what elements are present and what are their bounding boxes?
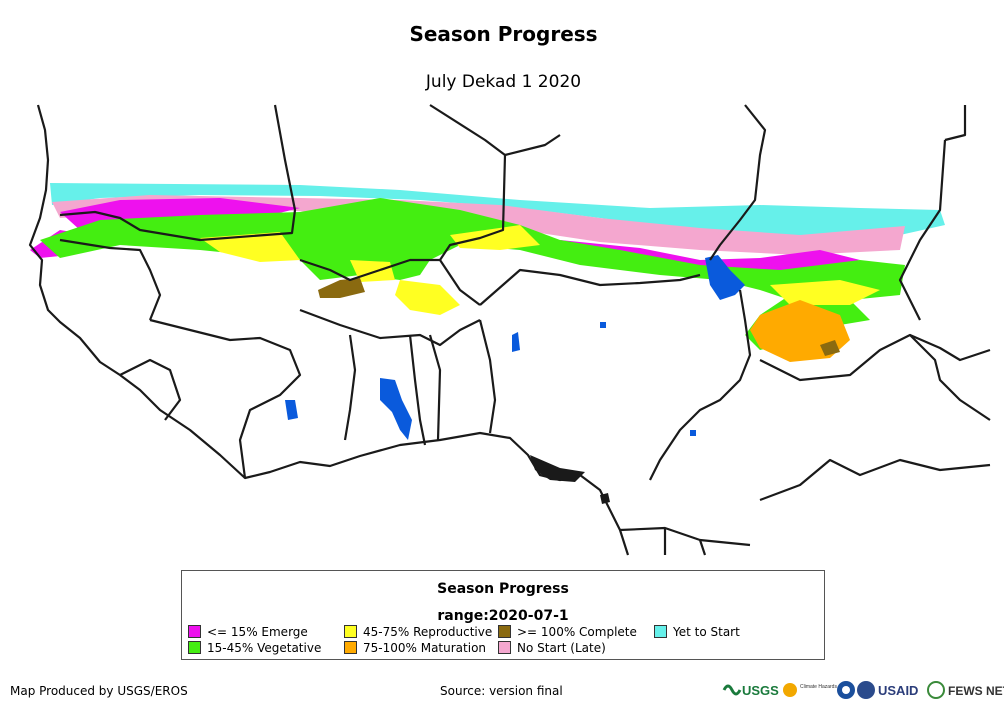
border-mauritania-mali: [59, 104, 297, 242]
produced-by-text: Map Produced by USGS/EROS: [10, 684, 188, 698]
fewsnet-logo-text: FEWS NET: [948, 684, 1004, 698]
legend-range: range:2020-07-1: [437, 608, 569, 624]
zone-yet-to-start: [50, 183, 945, 238]
zone-reproductive: [200, 232, 300, 262]
noaa-logo: [837, 681, 855, 699]
map-title: Season Progress: [409, 22, 598, 46]
legend-swatch-maturation: [344, 641, 357, 654]
legend-item-emerge: <= 15% Emerge: [188, 625, 308, 639]
chc-logo-text: Climate Hazards Center: [800, 684, 854, 690]
border-mali-niger: [439, 154, 507, 261]
border-ivory-ghana: [343, 334, 357, 441]
legend-swatch-emerge: [188, 625, 201, 638]
lake-kainji: [512, 332, 520, 352]
border-gabon-congo: [663, 528, 707, 556]
border-niger-chad: [709, 104, 767, 261]
border-guinea: [149, 318, 302, 479]
islands: [530, 455, 610, 504]
legend-items: <= 15% Emerge 15-45% Vegetative 45-75% R…: [188, 625, 828, 659]
lake-misc-2: [690, 430, 696, 436]
legend-title: Season Progress: [437, 581, 569, 597]
legend-label-maturation: 75-100% Maturation: [363, 641, 487, 655]
usgs-logo: USGS: [722, 683, 779, 698]
zone-reproductive-5: [770, 280, 880, 305]
lake-volta: [380, 378, 412, 440]
usaid-logo: USAID: [857, 681, 918, 699]
legend-item-vegetative: 15-45% Vegetative: [188, 641, 321, 655]
zone-no-start: [52, 195, 905, 255]
border-congo-car: [759, 458, 991, 502]
fewsnet-logo: FEWS NET: [927, 681, 1004, 699]
source-text: Source: version final: [440, 684, 563, 698]
border-senegal-mali: [59, 238, 162, 321]
border-chad-libya: [944, 105, 967, 142]
legend-item-yet-to-start: Yet to Start: [654, 625, 740, 639]
niger-delta: [530, 455, 585, 482]
legend-label-yet-to-start: Yet to Start: [673, 625, 740, 639]
coastline: [28, 104, 630, 556]
lake-chad: [705, 255, 745, 300]
chc-logo: Climate Hazards Center: [783, 683, 854, 697]
zone-emerge-east: [560, 240, 860, 275]
legend-label-complete: >= 100% Complete: [517, 625, 637, 639]
border-mali-burkina: [299, 258, 481, 306]
zone-complete: [318, 278, 365, 298]
border-niger-nigeria: [479, 268, 701, 306]
legend-item-no-start: No Start (Late): [498, 641, 606, 655]
water-bodies: [285, 255, 745, 440]
zone-complete-2: [820, 340, 840, 356]
legend-item-maturation: 75-100% Maturation: [344, 641, 486, 655]
legend-item-complete: >= 100% Complete: [498, 625, 637, 639]
map-subtitle: July Dekad 1 2020: [425, 72, 582, 92]
usaid-logo-text: USAID: [878, 683, 918, 698]
zone-reproductive-3: [450, 225, 540, 250]
border-sierra-leone: [119, 358, 182, 421]
legend-item-reproductive: 45-75% Reproductive: [344, 625, 492, 639]
lake-misc-1: [600, 322, 606, 328]
border-burkina-ghana: [299, 308, 481, 347]
usgs-logo-text: USGS: [742, 683, 779, 698]
legend-swatch-yet-to-start: [654, 625, 667, 638]
border-nigeria-cameroon: [649, 289, 752, 481]
season-zones: [30, 183, 945, 362]
border-mali-algeria: [429, 104, 561, 157]
border-car-sudan: [909, 334, 991, 421]
bioko-island: [600, 493, 610, 504]
legend-swatch-no-start: [498, 641, 511, 654]
legend-swatch-vegetative: [188, 641, 201, 654]
border-cameroon-south: [619, 526, 751, 547]
season-progress-map: [28, 104, 991, 556]
partner-logos: USGS Climate Hazards Center USAID FEWS N…: [722, 681, 1004, 699]
lake-kossou: [285, 400, 298, 420]
border-togo-benin: [428, 334, 442, 441]
legend-swatch-complete: [498, 625, 511, 638]
legend-label-emerge: <= 15% Emerge: [207, 625, 308, 639]
legend-box: Season Progress range:2020-07-1 <= 15% E…: [181, 570, 825, 660]
legend-swatch-reproductive: [344, 625, 357, 638]
border-ghana-togo: [408, 334, 427, 446]
border-benin-nigeria: [478, 319, 497, 434]
legend-label-no-start: No Start (Late): [517, 641, 606, 655]
legend-label-vegetative: 15-45% Vegetative: [207, 641, 322, 655]
legend-label-reproductive: 45-75% Reproductive: [363, 625, 493, 639]
border-chad-car: [759, 333, 991, 382]
border-chad-sudan: [898, 139, 947, 321]
zone-reproductive-2: [395, 280, 460, 315]
